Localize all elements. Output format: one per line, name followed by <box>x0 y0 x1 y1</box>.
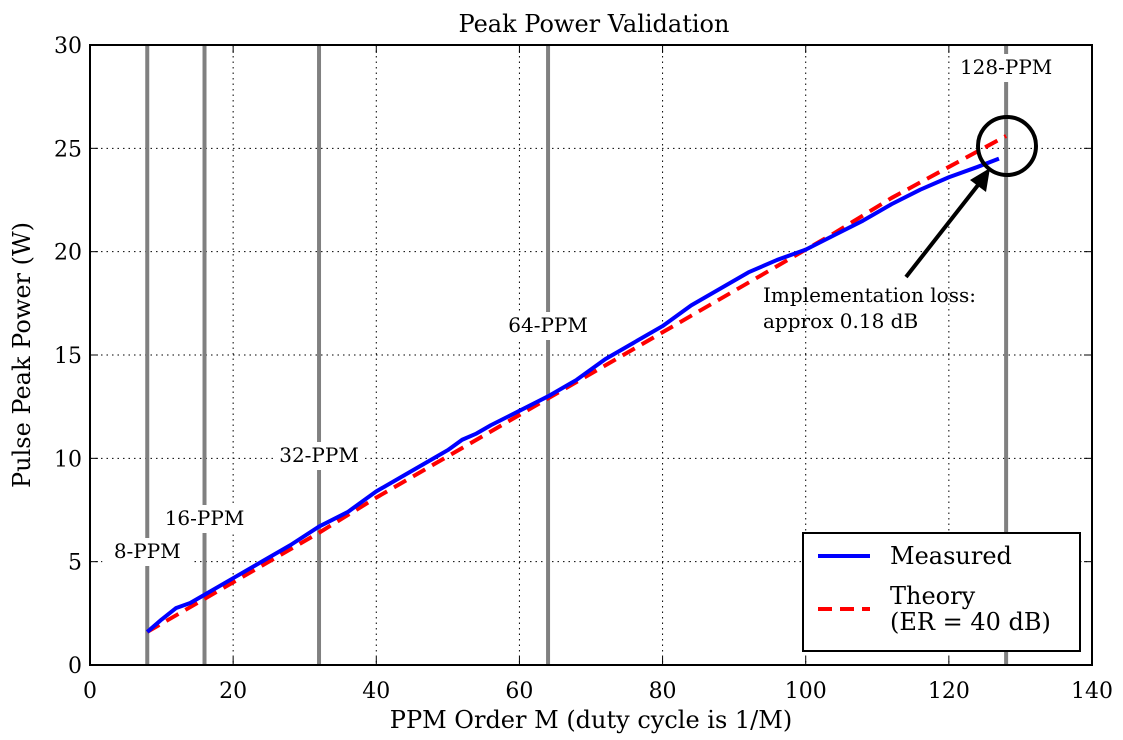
y-tick-label: 20 <box>54 241 82 266</box>
x-tick-label: 100 <box>785 679 827 704</box>
x-tick-label: 120 <box>928 679 970 704</box>
label-background <box>274 442 365 470</box>
label-background <box>503 312 594 340</box>
ppm-label: 32-PPM <box>279 443 359 467</box>
ppm-label: 128-PPM <box>960 55 1052 79</box>
x-tick-label: 40 <box>362 679 390 704</box>
label-background <box>102 538 193 566</box>
series-line <box>145 156 1000 634</box>
arrow-head <box>970 168 990 192</box>
legend-box <box>802 532 1081 652</box>
annotation: approx 0.18 dB <box>763 309 918 333</box>
label-background <box>159 505 250 533</box>
y-tick-label: 15 <box>54 344 82 369</box>
plot-frame <box>89 44 1093 666</box>
y-tick-label: 30 <box>54 34 82 59</box>
y-tick-label: 0 <box>68 654 82 679</box>
x-tick-label: 20 <box>219 679 247 704</box>
y-tick-label: 25 <box>54 137 82 162</box>
annotation: Implementation loss: <box>763 283 976 307</box>
x-tick-label: 60 <box>505 679 533 704</box>
chart-title: Peak Power Validation <box>459 10 730 38</box>
label-background <box>961 54 1052 82</box>
x-tick-label: 80 <box>649 679 677 704</box>
highlight-circle <box>976 115 1038 177</box>
ppm-label: 16-PPM <box>165 506 245 530</box>
arrow-shaft <box>904 178 984 279</box>
y-tick-label: 10 <box>54 447 82 472</box>
x-tick-label: 0 <box>83 679 97 704</box>
y-axis-label: Pulse Peak Power (W) <box>8 222 36 488</box>
legend-label: Theory (ER = 40 dB) <box>890 582 1051 636</box>
ppm-label: 8-PPM <box>114 539 181 563</box>
ppm-label: 64-PPM <box>508 313 588 337</box>
legend-label: Measured <box>890 542 1012 570</box>
x-axis-label: PPM Order M (duty cycle is 1/M) <box>390 706 792 734</box>
x-tick-label: 140 <box>1071 679 1113 704</box>
y-tick-label: 5 <box>68 551 82 576</box>
